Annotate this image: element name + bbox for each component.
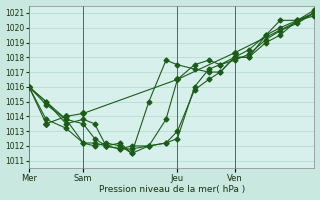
X-axis label: Pression niveau de la mer( hPa ): Pression niveau de la mer( hPa ) (99, 185, 245, 194)
